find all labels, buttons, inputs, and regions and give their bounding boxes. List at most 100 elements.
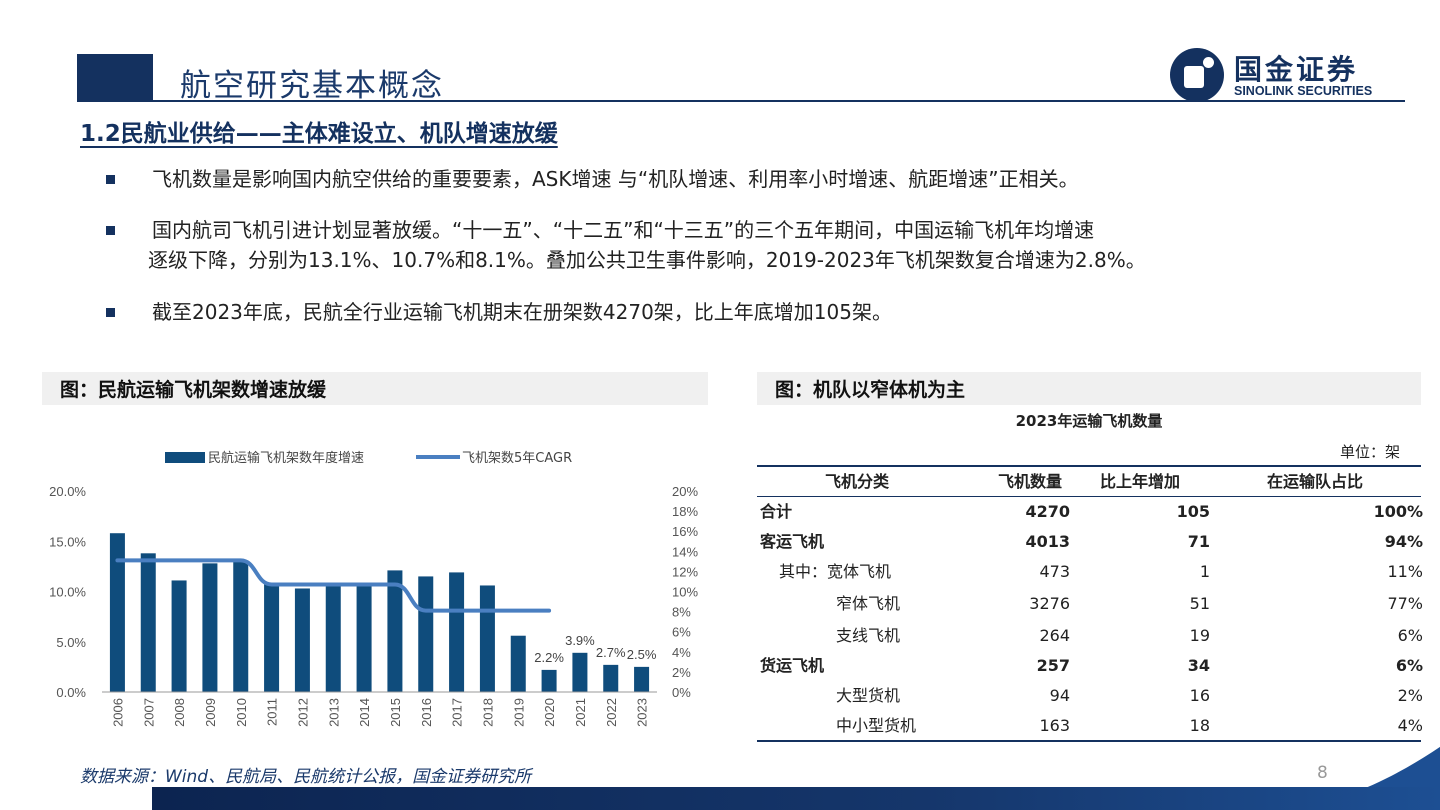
table-cell-share: 77% <box>1387 594 1423 613</box>
x-axis-tick-label: 2013 <box>326 698 341 727</box>
chart-bar <box>510 635 526 692</box>
bar-data-label: 2.2% <box>534 650 564 665</box>
x-axis-tick-label: 2008 <box>172 698 187 727</box>
x-axis-tick-label: 2019 <box>511 698 526 727</box>
logo-english-name: SINOLINK SECURITIES <box>1234 84 1373 98</box>
footer-bar <box>152 787 1440 810</box>
bar-data-label: 3.9% <box>565 633 595 648</box>
table-unit: 单位：架 <box>1339 443 1400 461</box>
logo-chinese-name: 国金证券 <box>1234 53 1359 86</box>
chart-bar <box>387 570 403 692</box>
x-axis-tick-label: 2009 <box>203 698 218 727</box>
bullet-square-icon <box>106 175 115 184</box>
chart-bar <box>294 588 310 692</box>
table-cell-share: 6% <box>1397 626 1423 645</box>
left-axis-tick-label: 20.0% <box>49 484 86 499</box>
chart-bar <box>479 585 495 692</box>
table-cell-share: 100% <box>1373 502 1423 521</box>
chart-bar <box>325 584 341 692</box>
table-cell-increase: 71 <box>1187 532 1210 551</box>
x-axis-tick-label: 2011 <box>265 698 280 726</box>
legend-line-label: 飞机架数5年CAGR <box>462 451 572 466</box>
table-cell-count: 473 <box>1039 562 1070 581</box>
chart-bar <box>572 652 588 692</box>
header-rule <box>77 100 1405 102</box>
x-axis-tick-label: 2010 <box>234 698 249 727</box>
table-bottom-rule <box>757 740 1421 742</box>
right-axis-tick-label: 20% <box>672 484 698 499</box>
table-cell-increase: 34 <box>1187 656 1210 675</box>
table-cell-count: 4270 <box>1025 502 1070 521</box>
right-axis-tick-label: 8% <box>672 605 691 620</box>
x-axis-tick-label: 2012 <box>295 698 310 727</box>
table-cell-category: 客运飞机 <box>760 532 825 551</box>
table-header-increase: 比上年增加 <box>1099 472 1180 491</box>
right-axis-tick-label: 0% <box>672 685 691 700</box>
table-cell-count: 257 <box>1036 656 1070 675</box>
left-axis-tick-label: 10.0% <box>49 585 86 600</box>
chart-bar <box>418 576 434 692</box>
logo-mark-icon <box>1170 48 1224 102</box>
right-axis-tick-label: 10% <box>672 585 698 600</box>
bullet-square-icon <box>106 308 115 317</box>
section-title: 1.2民航业供给——主体难设立、机队增速放缓 <box>80 121 558 147</box>
chart-bar <box>202 563 218 692</box>
table-cell-increase: 1 <box>1199 562 1210 581</box>
data-source-note: 数据来源：Wind、民航局、民航统计公报，国金证券研究所 <box>80 767 532 787</box>
left-axis-tick-label: 5.0% <box>56 635 86 650</box>
x-axis-tick-label: 2018 <box>480 698 495 727</box>
legend-bar-label: 民航运输飞机架数年度增速 <box>208 450 364 466</box>
chart-bar <box>140 553 156 692</box>
x-axis-tick-label: 2017 <box>450 698 465 727</box>
x-axis-tick-label: 2007 <box>141 698 156 727</box>
x-axis-tick-label: 2020 <box>542 698 557 727</box>
left-panel-title: 图：民航运输飞机架数增速放缓 <box>42 372 708 405</box>
table-header-category: 飞机分类 <box>824 472 889 491</box>
chart-bar <box>233 560 249 692</box>
table-cell-category: 支线飞机 <box>836 626 901 645</box>
table-cell-category: 合计 <box>760 502 793 521</box>
table-cell-count: 94 <box>1049 686 1070 705</box>
right-axis-tick-label: 2% <box>672 665 691 680</box>
table-cell-increase: 105 <box>1176 502 1210 521</box>
x-axis-tick-label: 2015 <box>388 698 403 727</box>
right-panel-title: 图：机队以窄体机为主 <box>757 372 1421 405</box>
right-axis-tick-label: 12% <box>672 564 698 579</box>
legend-bar-swatch <box>165 452 205 463</box>
chart-bar <box>356 584 372 692</box>
right-axis-tick-label: 4% <box>672 645 691 660</box>
chart-bar <box>109 533 125 692</box>
x-axis-tick-label: 2006 <box>110 698 125 727</box>
chart-bar <box>264 584 280 692</box>
x-axis-tick-label: 2014 <box>357 698 372 727</box>
right-axis-tick-label: 14% <box>672 544 698 559</box>
table-header-share: 在运输队占比 <box>1266 472 1363 491</box>
fleet-growth-chart: 民航运输飞机架数年度增速 飞机架数5年CAGR 0.0% 5.0% 10.0% 15.0%… <box>49 450 698 727</box>
table-cell-increase: 19 <box>1189 626 1210 645</box>
chart-bar <box>634 666 650 692</box>
right-axis-tick-label: 6% <box>672 625 691 640</box>
table-cell-increase: 18 <box>1189 716 1210 735</box>
bullet-text: 飞机数量是影响国内航空供给的重要要素，ASK增速 与“机队增速、利用率小时增速、… <box>152 167 1079 191</box>
table-cell-count: 4013 <box>1025 532 1070 551</box>
header-accent-block <box>77 54 153 101</box>
table-cell-count: 3276 <box>1029 594 1070 613</box>
left-axis-tick-label: 15.0% <box>49 534 86 549</box>
table-cell-category: 窄体飞机 <box>836 594 901 613</box>
bar-data-label: 2.7% <box>596 645 626 660</box>
table-cell-category: 货运飞机 <box>760 656 825 675</box>
table-cell-count: 163 <box>1039 716 1070 735</box>
x-axis-tick-label: 2023 <box>635 698 650 727</box>
bar-data-label: 2.5% <box>627 647 657 662</box>
table-top-rule <box>757 465 1421 467</box>
table-cell-count: 264 <box>1039 626 1070 645</box>
page-number: 8 <box>1317 763 1328 783</box>
table-cell-category: 其中：宽体飞机 <box>779 562 892 581</box>
bullet-text-continued: 逐级下降，分别为13.1%、10.7%和8.1%。叠加公共卫生事件影响，2019… <box>148 248 1146 272</box>
chart-bar <box>171 580 187 692</box>
left-axis-tick-label: 0.0% <box>56 685 86 700</box>
chart-bar <box>449 572 465 692</box>
page-title: 航空研究基本概念 <box>180 68 444 104</box>
table-title: 2023年运输飞机数量 <box>1015 412 1163 430</box>
table-cell-increase: 16 <box>1189 686 1210 705</box>
